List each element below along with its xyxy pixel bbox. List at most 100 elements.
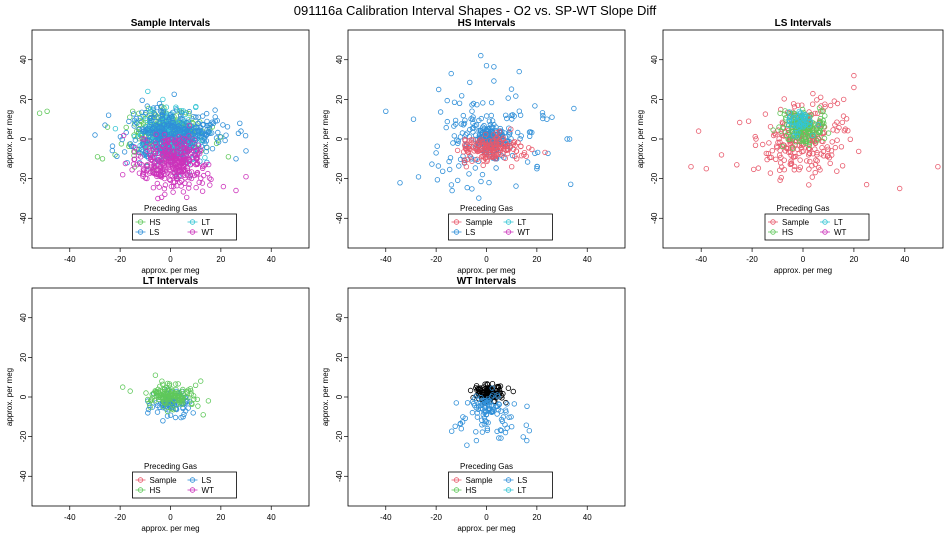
data-point [542, 149, 548, 156]
data-point [777, 147, 783, 154]
data-point [509, 163, 515, 170]
data-point [482, 152, 488, 158]
data-point [199, 180, 206, 186]
data-point [243, 148, 249, 154]
legend: Preceding Gas Sample LT HS WT [764, 204, 870, 241]
data-point [160, 418, 166, 424]
data-point [767, 123, 774, 130]
data-point [444, 118, 450, 125]
data-point [484, 381, 490, 387]
data-point [213, 135, 220, 141]
data-point [105, 112, 112, 118]
data-point [183, 122, 189, 128]
data-point [150, 184, 157, 191]
data-point [775, 139, 781, 146]
data-point [168, 150, 174, 156]
data-point [191, 172, 198, 179]
data-point [198, 175, 204, 181]
data-point [137, 161, 143, 167]
data-point [487, 121, 494, 128]
data-point [821, 153, 827, 159]
data-point [204, 118, 210, 125]
data-point [820, 108, 826, 114]
data-point [513, 183, 519, 189]
data-point [461, 157, 467, 163]
y-tick-label: 40 [19, 313, 28, 322]
y-tick-label: -40 [650, 212, 659, 224]
data-point [191, 396, 197, 402]
data-point [186, 108, 192, 115]
y-tick-label: -20 [335, 430, 344, 442]
legend-box [132, 471, 237, 499]
data-point [792, 129, 799, 136]
data-point [162, 182, 169, 188]
data-point [796, 120, 803, 127]
data-point [688, 163, 694, 170]
data-point [778, 128, 784, 134]
data-point [186, 147, 193, 153]
data-point [180, 414, 186, 420]
data-point [832, 144, 838, 151]
data-point [175, 381, 181, 387]
data-point [806, 109, 812, 115]
data-point [147, 115, 153, 122]
data-point [200, 172, 207, 179]
data-point [810, 135, 816, 142]
data-point [436, 86, 442, 93]
data-point [205, 161, 212, 168]
data-point [203, 148, 209, 155]
legend-title: Preceding Gas [144, 462, 197, 471]
data-point [510, 388, 516, 395]
data-point [117, 133, 124, 140]
data-point [185, 148, 191, 155]
data-point [763, 150, 769, 157]
legend-marker [137, 477, 144, 483]
data-point [165, 138, 171, 145]
data-point [818, 108, 824, 114]
data-point [695, 128, 702, 134]
data-point [486, 118, 493, 124]
data-point [521, 149, 528, 156]
data-point [173, 107, 180, 113]
data-point [834, 168, 840, 174]
data-point [177, 115, 184, 122]
data-point [487, 153, 493, 160]
data-point [195, 120, 202, 126]
data-point [839, 163, 846, 169]
y-tick-label: -40 [335, 470, 344, 482]
data-point [810, 90, 816, 97]
data-point [190, 410, 196, 416]
data-point [474, 410, 480, 416]
data-point [152, 150, 158, 157]
data-point [851, 84, 857, 91]
data-point [493, 165, 499, 171]
data-point [516, 68, 522, 75]
data-point [199, 165, 206, 171]
data-point [778, 130, 784, 137]
y-tick-label: 20 [335, 94, 344, 103]
data-point [458, 426, 464, 432]
data-point [181, 411, 187, 417]
data-point [831, 98, 837, 104]
data-point [193, 161, 199, 168]
data-point [518, 133, 524, 139]
legend-label: Sample [782, 218, 810, 227]
data-point [469, 102, 475, 108]
data-point [171, 91, 177, 97]
data-point [777, 177, 783, 183]
data-point [147, 106, 154, 112]
data-point [839, 119, 845, 126]
x-tick-label: 20 [532, 255, 541, 264]
y-axis-label: approx. per meg [321, 110, 330, 168]
data-point [789, 133, 795, 139]
data-point [897, 185, 903, 192]
data-point [495, 385, 502, 391]
data-point [790, 101, 797, 107]
data-point [814, 97, 820, 103]
data-point [143, 162, 150, 168]
data-point [474, 414, 481, 420]
data-point [830, 127, 836, 133]
data-point [476, 133, 482, 139]
data-point [164, 408, 171, 415]
data-point [160, 96, 166, 103]
